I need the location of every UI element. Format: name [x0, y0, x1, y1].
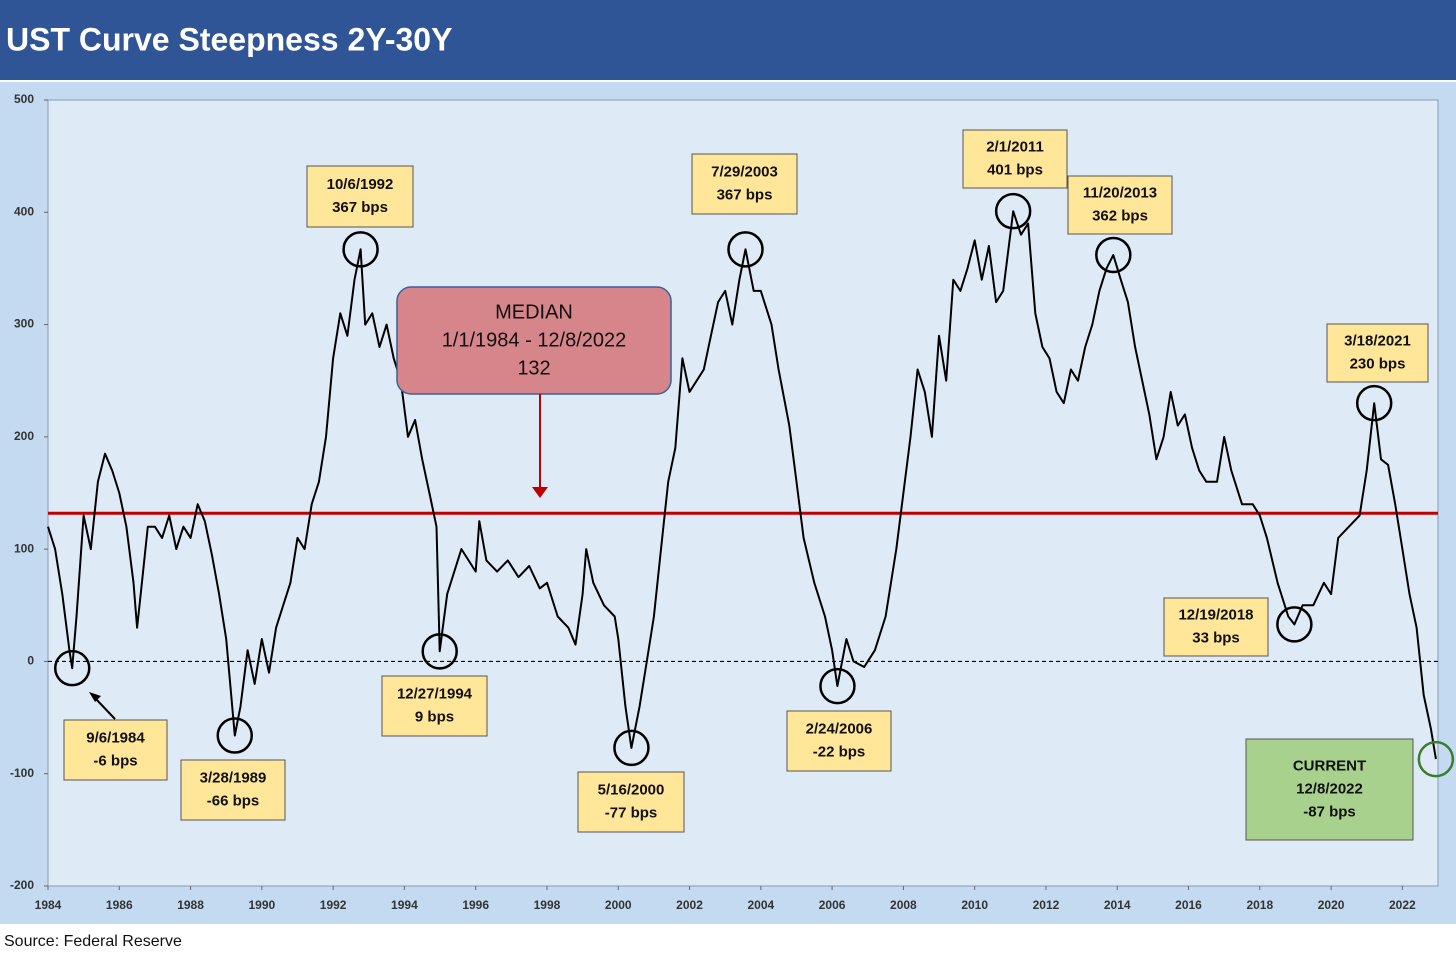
annotation-label: 9/6/1984 [86, 729, 145, 746]
annotation-circle [994, 192, 1032, 230]
source: Source: Federal Reserve [4, 933, 182, 950]
y-tick-label: 200 [14, 429, 34, 443]
x-tick-label: 2004 [747, 898, 774, 912]
annotation-box [962, 129, 1068, 189]
annotation-label: 33 bps [1192, 629, 1240, 646]
median-arrowhead [532, 487, 548, 498]
annotation-box [691, 153, 798, 215]
x-tick-label: 1984 [35, 898, 62, 912]
x-tick-label: 2002 [676, 898, 703, 912]
y-tick-label: 300 [14, 317, 34, 331]
annotation-box [577, 771, 685, 833]
annotation-circle [1355, 384, 1393, 422]
annotation-arrow [94, 697, 116, 720]
annotation-circle [727, 231, 764, 268]
x-tick-label: 2020 [1318, 898, 1345, 912]
y-tick-label: 400 [14, 204, 34, 218]
annotation-box [1326, 323, 1429, 383]
annotation-box [381, 675, 488, 737]
annotation-label: 3/18/2021 [1344, 332, 1411, 349]
annotation-circle [819, 667, 856, 705]
x-tick-label: 1992 [320, 898, 347, 912]
annotation-circle [613, 729, 650, 767]
y-tick-label: 0 [27, 654, 34, 668]
annotation-box [1163, 597, 1269, 657]
annotation-box [786, 710, 892, 772]
annotation-box [180, 759, 286, 821]
series-line [47, 210, 1437, 760]
y-tick-label: -100 [10, 766, 34, 780]
annotation-box [63, 719, 168, 781]
annotation-label: 10/6/1992 [327, 176, 394, 193]
annotation-label: 5/16/2000 [598, 781, 665, 798]
x-tick-label: 2008 [890, 898, 917, 912]
median-label: 132 [517, 357, 550, 379]
x-tick-label: 2012 [1033, 898, 1060, 912]
x-tick-label: 2014 [1104, 898, 1131, 912]
annotation-label: 367 bps [717, 186, 773, 203]
y-tick-label: -200 [10, 878, 34, 892]
annotation-circle [1276, 606, 1313, 643]
annotation-label: 230 bps [1350, 355, 1406, 372]
annotation-label: 2/1/2011 [986, 138, 1044, 155]
annotation-label: 12/8/2022 [1296, 780, 1363, 797]
x-tick-label: 1998 [534, 898, 561, 912]
annotation-label: 12/19/2018 [1178, 606, 1253, 623]
x-tick-label: 2022 [1389, 898, 1416, 912]
x-tick-label: 1990 [248, 898, 275, 912]
annotation-label: -87 bps [1303, 803, 1356, 820]
annotation-box [1245, 738, 1414, 841]
annotation-label: 3/28/1989 [200, 769, 267, 786]
median-box [396, 286, 672, 395]
annotation-label: 2/24/2006 [806, 720, 873, 737]
annotation-circle [1417, 740, 1455, 778]
x-tick-label: 1986 [106, 898, 133, 912]
annotation-arrowhead [89, 692, 101, 702]
annotation-label: 12/27/1994 [397, 685, 473, 702]
annotation-label: 11/20/2013 [1083, 184, 1157, 201]
x-tick-label: 2006 [819, 898, 846, 912]
annotation-label: CURRENT [1293, 757, 1366, 774]
annotation-box [306, 165, 414, 228]
y-tick-label: 100 [14, 541, 34, 555]
header-bar [0, 0, 1456, 80]
x-tick-label: 2000 [605, 898, 632, 912]
annotation-label: 362 bps [1092, 207, 1148, 224]
x-tick-label: 1996 [462, 898, 489, 912]
annotation-label: 367 bps [332, 199, 388, 216]
annotation-label: -77 bps [605, 804, 658, 821]
x-tick-label: 1988 [177, 898, 204, 912]
x-tick-label: 2010 [961, 898, 988, 912]
annotation-circle [216, 717, 254, 754]
annotation-circle [342, 231, 379, 268]
median-label: 1/1/1984 - 12/8/2022 [442, 329, 627, 351]
annotation-label: -22 bps [813, 743, 866, 760]
annotation-box [1067, 175, 1173, 235]
annotation-label: -66 bps [207, 792, 260, 809]
x-tick-label: 1994 [391, 898, 418, 912]
annotation-label: 9 bps [415, 708, 454, 725]
plot-area [47, 99, 1439, 887]
median-label: MEDIAN [495, 301, 573, 323]
annotation-label: -6 bps [93, 752, 137, 769]
y-tick-label: 500 [14, 92, 34, 106]
annotation-circle [1095, 236, 1132, 274]
annotation-label: 401 bps [987, 161, 1043, 178]
x-tick-label: 2016 [1175, 898, 1202, 912]
annotation-circle [421, 633, 458, 670]
annotation-circle [53, 649, 91, 687]
chart-title: UST Curve Steepness 2Y-30Y [6, 21, 452, 57]
x-tick-label: 2018 [1246, 898, 1273, 912]
annotation-label: 7/29/2003 [711, 163, 778, 180]
